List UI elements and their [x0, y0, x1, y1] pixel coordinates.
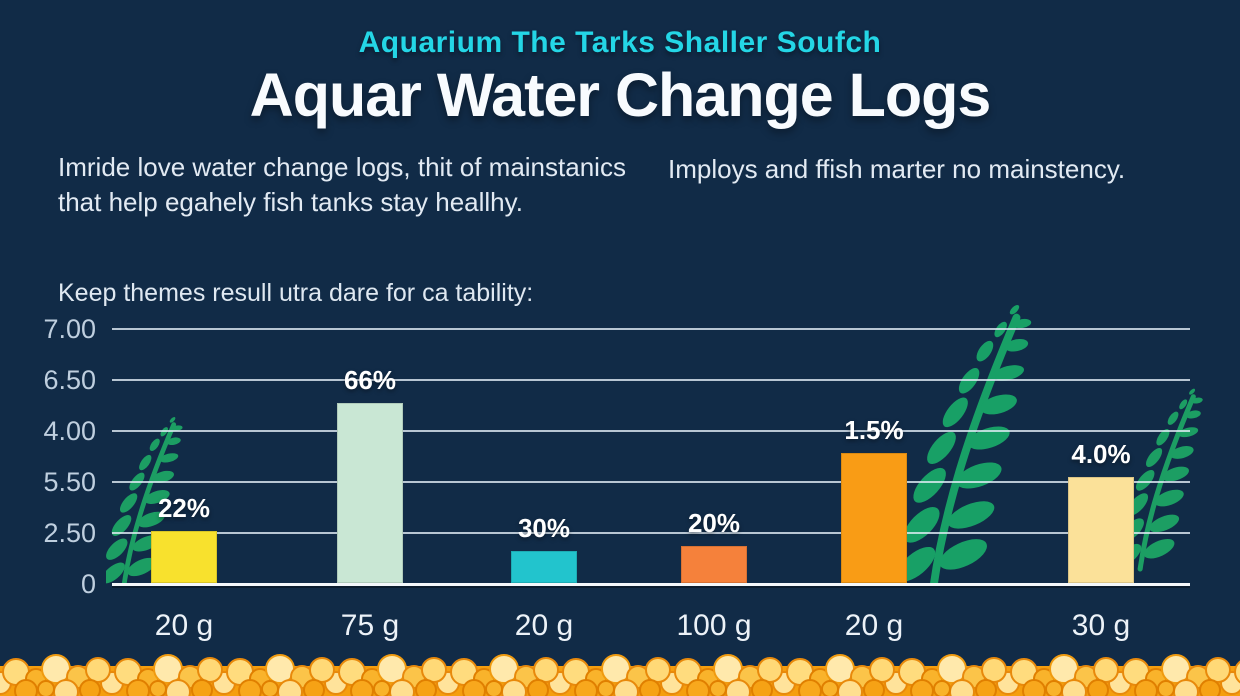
- x-category-label: 20 g: [154, 609, 214, 642]
- x-category-label: 20 g: [514, 609, 574, 642]
- gridline: [112, 328, 1190, 330]
- intro-left-paragraph: Imride love water change logs, thit of m…: [58, 150, 658, 220]
- x-category-label: 100 g: [676, 609, 752, 642]
- gridline: [112, 430, 1190, 432]
- y-tick-label: 4.00: [43, 416, 96, 446]
- bar: [841, 453, 907, 583]
- page-title: Aquar Water Change Logs: [249, 61, 992, 129]
- y-tick-label: 5.50: [43, 467, 96, 497]
- chart-section-title: Keep themes resull utra dare for ca tabi…: [58, 279, 534, 307]
- eyebrow-title: Aquarium The Tarks Shaller Soufch: [358, 26, 882, 59]
- gravel-substrate: [0, 652, 1240, 696]
- intro-left-line-1: Imride love water change logs, thit of m…: [58, 152, 626, 182]
- x-category-label: 20 g: [844, 609, 904, 642]
- intro-right-paragraph: Imploys and ffish marter no mainstency.: [668, 154, 1126, 184]
- y-tick-label: 0: [80, 569, 96, 599]
- bar: [151, 531, 217, 583]
- bar-value-label: 20%: [687, 508, 741, 538]
- seaweed-plant-right-icon: [1130, 364, 1206, 584]
- bar: [1068, 477, 1134, 583]
- bar: [681, 546, 747, 583]
- y-tick-label: 2.50: [43, 518, 96, 548]
- bar-value-label: 1.5%: [844, 415, 904, 445]
- x-axis-line: [112, 583, 1190, 586]
- bar: [511, 551, 577, 583]
- x-category-label: 30 g: [1071, 609, 1131, 642]
- gridline: [112, 379, 1190, 381]
- bar-value-label: 66%: [343, 365, 397, 395]
- y-tick-label: 6.50: [43, 365, 96, 395]
- x-category-label: 75 g: [340, 609, 400, 642]
- intro-left-line-2: that help egahely fish tanks stay heallh…: [58, 187, 523, 217]
- bar-value-label: 4.0%: [1071, 439, 1131, 469]
- bar-chart-plot-area: 7.00 6.50 4.00 5.50 2.50 0 22% 20 g 66% 75 g 30% 20…: [43, 315, 1190, 642]
- y-tick-label: 7.00: [43, 314, 96, 344]
- gridline: [112, 481, 1190, 483]
- bar: [337, 403, 403, 583]
- bar-value-label: 30%: [517, 513, 571, 543]
- gridline: [112, 532, 1190, 534]
- bar-value-label: 22%: [157, 493, 211, 523]
